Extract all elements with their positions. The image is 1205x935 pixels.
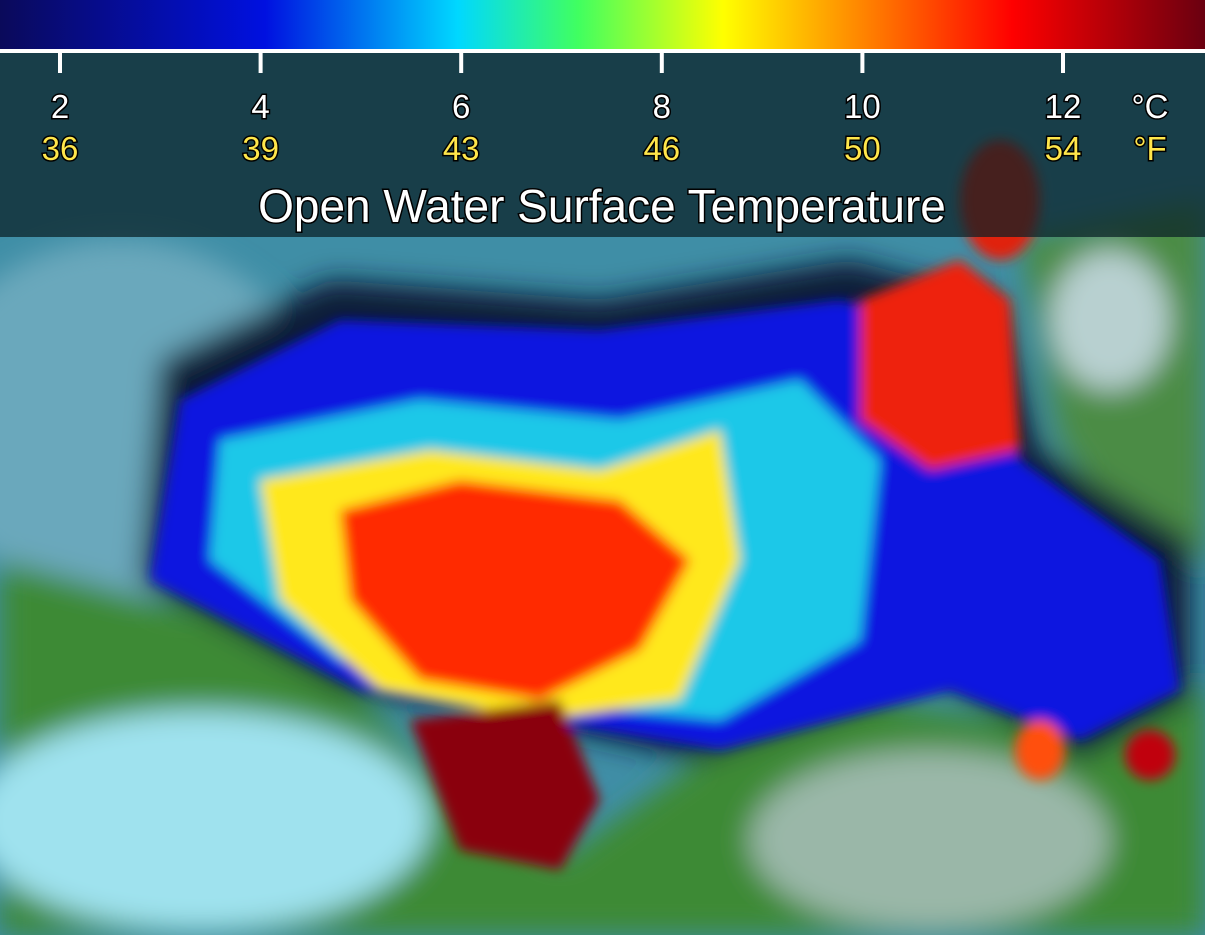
celsius-label: 8 [653,88,671,125]
tick-mark [659,51,664,73]
celsius-label: 6 [452,88,470,125]
fahrenheit-label: 50 [844,130,881,167]
fahrenheit-unit: °F [1133,130,1166,167]
title: Open Water Surface Temperature [258,180,946,232]
celsius-unit: °C [1131,88,1168,125]
colorbar-axis [0,49,1205,53]
colorbar [0,0,1205,50]
fahrenheit-label: 46 [643,130,680,167]
celsius-label: 12 [1045,88,1082,125]
fahrenheit-label: 54 [1045,130,1082,167]
celsius-label: 4 [251,88,269,125]
tick-mark [860,51,865,73]
tick-mark [1061,51,1065,73]
celsius-label: 2 [51,88,69,125]
tick-mark [258,51,263,73]
fahrenheit-label: 36 [42,130,79,167]
fahrenheit-label: 39 [242,130,279,167]
celsius-label: 10 [844,88,881,125]
tick-mark [58,51,62,73]
fahrenheit-label: 43 [443,130,480,167]
tick-mark [459,51,464,73]
